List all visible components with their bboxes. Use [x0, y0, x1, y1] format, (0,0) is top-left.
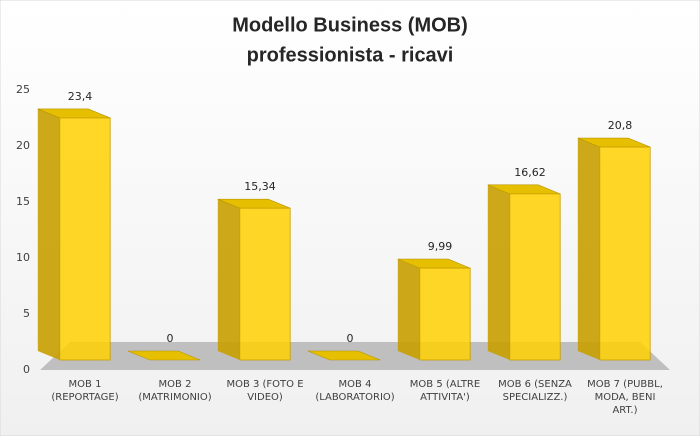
value-label: 0	[347, 332, 354, 345]
value-label: 23,4	[68, 90, 93, 103]
bar-side	[37, 108, 60, 360]
y-tick-label: 20	[16, 139, 30, 152]
y-tick-label: 5	[23, 307, 30, 320]
value-label: 16,62	[514, 166, 546, 179]
value-label: 15,34	[244, 180, 276, 193]
bar	[419, 267, 471, 361]
bar	[599, 146, 651, 361]
x-tick-label: MOB 7 (PUBBL, MODA, BENI ART.)	[587, 379, 663, 416]
x-tick-label: MOB 6 (SENZA SPECIALIZZ.)	[498, 379, 572, 403]
x-tick-label: MOB 3 (FOTO E VIDEO)	[226, 379, 303, 403]
bar-side	[217, 199, 240, 360]
x-tick-label: MOB 4 (LABORATORIO)	[315, 379, 394, 403]
y-tick-label: 15	[16, 195, 30, 208]
bar	[239, 207, 291, 361]
y-tick-label: 25	[16, 83, 30, 96]
bar-side	[397, 259, 420, 360]
x-tick-label: MOB 5 (ALTRE ATTIVITA')	[410, 379, 480, 403]
x-tick-label: MOB 2 (MATRIMONIO)	[138, 379, 211, 403]
bar	[509, 193, 561, 361]
bar-top	[127, 350, 201, 361]
bar-side	[577, 138, 600, 360]
bar	[59, 117, 111, 361]
chart-title: Modello Business (MOB)	[232, 14, 468, 36]
y-tick-label: 0	[23, 363, 30, 376]
bar-side	[487, 184, 510, 360]
bar-top	[307, 350, 381, 361]
chart-title: professionista - ricavi	[247, 44, 454, 66]
y-tick-label: 10	[16, 251, 30, 264]
value-label: 0	[167, 332, 174, 345]
x-tick-label: MOB 1 (REPORTAGE)	[51, 379, 118, 403]
value-label: 9,99	[428, 240, 453, 253]
value-label: 20,8	[608, 119, 633, 132]
